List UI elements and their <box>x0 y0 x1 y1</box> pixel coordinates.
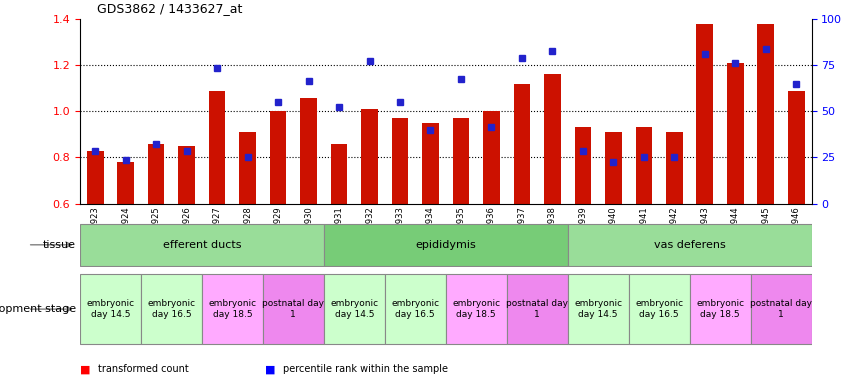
Text: postnatal day
1: postnatal day 1 <box>262 300 325 319</box>
Bar <box>605 132 621 204</box>
Bar <box>239 132 256 204</box>
Bar <box>422 123 439 204</box>
Bar <box>270 111 287 204</box>
Bar <box>80 223 324 266</box>
Text: vas deferens: vas deferens <box>653 240 726 250</box>
Bar <box>452 118 469 204</box>
Text: ■: ■ <box>265 364 275 374</box>
Text: efferent ducts: efferent ducts <box>162 240 241 250</box>
Text: postnatal day
1: postnatal day 1 <box>506 300 569 319</box>
Text: percentile rank within the sample: percentile rank within the sample <box>283 364 448 374</box>
Bar <box>117 162 134 204</box>
Text: ■: ■ <box>80 364 90 374</box>
Bar <box>568 223 812 266</box>
Bar <box>544 74 561 204</box>
Bar <box>202 274 262 344</box>
Bar <box>324 274 384 344</box>
Bar <box>324 223 568 266</box>
Bar <box>446 274 506 344</box>
Bar <box>636 127 653 204</box>
Bar <box>178 146 195 204</box>
Text: embryonic
day 16.5: embryonic day 16.5 <box>147 300 195 319</box>
Bar <box>361 109 378 204</box>
Text: embryonic
day 14.5: embryonic day 14.5 <box>87 300 135 319</box>
Bar <box>87 151 103 204</box>
Bar <box>574 127 591 204</box>
Bar <box>209 91 225 204</box>
Bar <box>300 98 317 204</box>
Bar <box>262 274 324 344</box>
Text: embryonic
day 16.5: embryonic day 16.5 <box>635 300 683 319</box>
Bar <box>80 274 140 344</box>
Text: GDS3862 / 1433627_at: GDS3862 / 1433627_at <box>97 2 242 15</box>
Text: embryonic
day 18.5: embryonic day 18.5 <box>696 300 744 319</box>
Text: transformed count: transformed count <box>98 364 189 374</box>
Text: postnatal day
1: postnatal day 1 <box>750 300 812 319</box>
Bar <box>392 118 409 204</box>
Bar <box>568 274 628 344</box>
Bar <box>696 24 713 204</box>
Bar <box>331 144 347 204</box>
Text: embryonic
day 14.5: embryonic day 14.5 <box>574 300 622 319</box>
Bar <box>788 91 805 204</box>
Text: embryonic
day 18.5: embryonic day 18.5 <box>452 300 500 319</box>
Bar <box>628 274 690 344</box>
Text: embryonic
day 16.5: embryonic day 16.5 <box>391 300 439 319</box>
Bar <box>758 24 775 204</box>
Text: tissue: tissue <box>43 240 76 250</box>
Text: development stage: development stage <box>0 304 76 314</box>
Bar <box>483 111 500 204</box>
Bar <box>690 274 750 344</box>
Bar <box>148 144 165 204</box>
Bar <box>750 274 812 344</box>
Text: embryonic
day 14.5: embryonic day 14.5 <box>331 300 378 319</box>
Bar <box>384 274 446 344</box>
Text: embryonic
day 18.5: embryonic day 18.5 <box>209 300 257 319</box>
Bar <box>506 274 568 344</box>
Bar <box>140 274 202 344</box>
Text: epididymis: epididymis <box>415 240 476 250</box>
Bar <box>666 132 683 204</box>
Bar <box>727 63 743 204</box>
Bar <box>514 84 531 204</box>
